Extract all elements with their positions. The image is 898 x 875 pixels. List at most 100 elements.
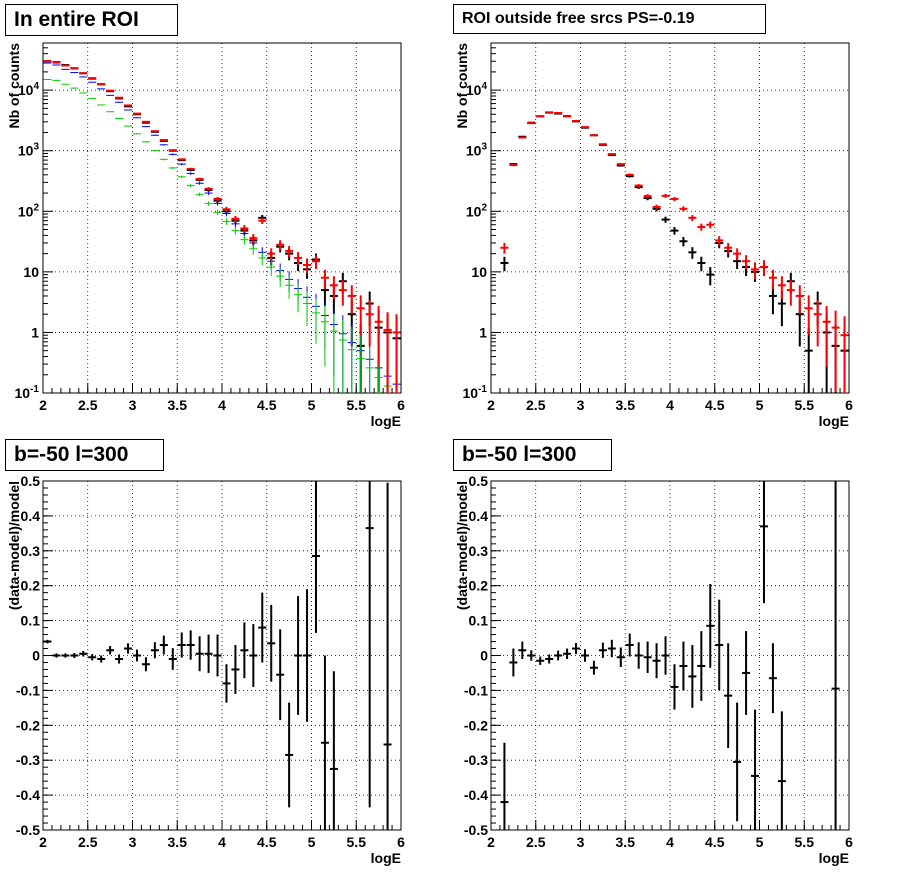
panel-2-series-2-point <box>742 255 751 270</box>
panel-4-series-1-point <box>706 583 715 668</box>
panel-1-series-3-point <box>311 299 320 344</box>
panel-4-series-1-point <box>768 643 777 714</box>
panel-1-series-3-point <box>347 326 356 393</box>
panel-1-series-4-point <box>303 258 312 274</box>
panel-1-x-tick-label: 5.5 <box>347 397 367 413</box>
panel-4-series-1-point <box>724 643 733 748</box>
panel-2-series-2-point <box>634 184 643 188</box>
panel-4-y-tick-label: 0 <box>480 648 488 664</box>
panel-1-series-4-point <box>240 225 249 233</box>
panel-2-series-1-point <box>804 327 813 393</box>
panel-1-x-tick-label: 6 <box>397 397 405 413</box>
panel-1-series-4-point <box>276 240 285 251</box>
panel-3-y-tick-label: -0.3 <box>16 752 40 768</box>
panel-2-series-1-point <box>697 256 706 272</box>
panel-2-series-2-point <box>509 163 518 167</box>
panel-3-series-1-point <box>43 639 52 644</box>
panel-1-series-4-point <box>258 217 267 225</box>
panel-2-series-1-point <box>661 216 670 223</box>
panel-4-series-1-point <box>670 664 679 710</box>
panel-4-x-tick-label: 3.5 <box>616 834 636 850</box>
panel-1-series-4-point <box>213 196 222 202</box>
panel-4-series-1-point <box>616 647 625 668</box>
panel-4-y-tick-label: -0.1 <box>464 682 488 698</box>
panel-1-series-2-point <box>177 163 186 166</box>
panel-1-series-3-point <box>204 201 213 206</box>
panel-2-series-2-point <box>616 163 625 166</box>
panel-3-series-1-point <box>213 634 222 677</box>
panel-1-series-2-point <box>213 201 222 206</box>
panel-4-x-tick-label: 4.5 <box>705 834 725 850</box>
panel-3-series-1-point <box>79 650 88 657</box>
panel-1-series-4-point <box>204 187 213 191</box>
panel-4-series-1-point <box>777 711 786 830</box>
panel-3-y-tick-label: 0.4 <box>21 508 41 524</box>
panel-4-series-1-point <box>554 650 563 661</box>
panel-1-series-3-point <box>258 252 267 266</box>
panel-2-x-axis-title: logE <box>819 413 849 429</box>
panel-2-series-2-point <box>733 248 742 261</box>
panel-3-y-tick-label: 0.2 <box>21 578 41 594</box>
panel-4-series-1-point <box>598 642 607 658</box>
panel-3-series-1-point <box>168 648 177 670</box>
panel-4-series-1-point <box>545 654 554 664</box>
panel-4-y-tick-label: 0.1 <box>469 613 489 629</box>
panel-1-y-tick-label: 102 <box>18 202 40 219</box>
panel-2-x-tick-label: 3 <box>577 397 585 413</box>
panel-3-y-tick-label: -0.2 <box>16 717 40 733</box>
panel-1-series-2-point <box>204 191 213 195</box>
panel-1-series-3-point <box>159 158 168 161</box>
panel-1-x-tick-label: 4 <box>218 397 226 413</box>
panel-4-title: b=-50 l=300 <box>453 439 612 471</box>
panel-2-y-tick-label: 102 <box>466 202 488 219</box>
panel-1-series-2-point <box>124 109 133 111</box>
panel-4-y-tick-label: -0.5 <box>464 822 488 838</box>
panel-4-series-1-point <box>643 641 652 673</box>
panel-3-x-tick-label: 3 <box>129 834 137 850</box>
panel-1-y-tick-label: 10 <box>23 264 39 280</box>
panel-3-x-axis-title: logE <box>371 850 401 866</box>
panel-1-series-2-point <box>97 88 106 90</box>
panel-2-series-2-point <box>840 316 849 393</box>
panel-3-y-tick-label: -0.1 <box>16 682 40 698</box>
panel-1-series-4-point <box>106 89 115 92</box>
panel-4-series-1-point <box>679 641 688 691</box>
panel-1-series-3-point <box>285 276 294 300</box>
panel-1-y-tick-label: 104 <box>18 81 40 98</box>
panel-2-series-2-point <box>518 136 527 139</box>
panel-3-series-1-point <box>383 482 392 830</box>
panel-2-series-2-point <box>536 115 545 118</box>
panel-1-series-3-point <box>320 306 329 367</box>
panel-3-series-1-point <box>61 653 70 658</box>
panel-3-x-tick-label: 5.5 <box>347 834 367 850</box>
panel-3-series-1-point <box>150 642 159 659</box>
panel-4-x-tick-label: 5 <box>756 834 764 850</box>
panel-1-x-tick-label: 4.5 <box>257 397 277 413</box>
panel-3-series-1-point <box>329 671 338 830</box>
panel-3-series-1-point <box>249 624 258 687</box>
panel-1-series-2-point <box>106 94 115 96</box>
panel-2-y-tick-label: 10-1 <box>463 384 488 401</box>
panel-2-series-2-point <box>751 262 760 279</box>
panel-1-series-4-point <box>338 280 347 306</box>
panel-3-y-tick-label: -0.4 <box>16 787 40 803</box>
panel-1-series-3-point <box>141 141 150 143</box>
panel-1-x-tick-label: 3.5 <box>168 397 188 413</box>
panel-3-x-tick-label: 2.5 <box>78 834 98 850</box>
panel-3-x-tick-label: 3.5 <box>168 834 188 850</box>
panel-1-series-3-point <box>267 260 276 277</box>
panel-4-series-1-point <box>563 648 572 659</box>
panel-2-series-2-point <box>652 204 661 210</box>
panel-4-series-1-point <box>536 656 545 665</box>
panel-1-series-3-point <box>150 149 159 152</box>
panel-4-series-1-point <box>697 631 706 701</box>
panel-4-series-1-point <box>751 709 760 830</box>
panel-2-series-1-point <box>679 236 688 247</box>
panel-2-series-2-point <box>804 295 813 335</box>
panel-1-series-3-point <box>168 166 177 170</box>
panel-1-series-4-point <box>311 255 320 270</box>
panel-4-series-1-point <box>509 648 518 677</box>
panel-3-series-1-point <box>106 646 115 655</box>
panel-3-series-1-point <box>88 654 97 661</box>
panel-4-x-tick-label: 5.5 <box>795 834 815 850</box>
